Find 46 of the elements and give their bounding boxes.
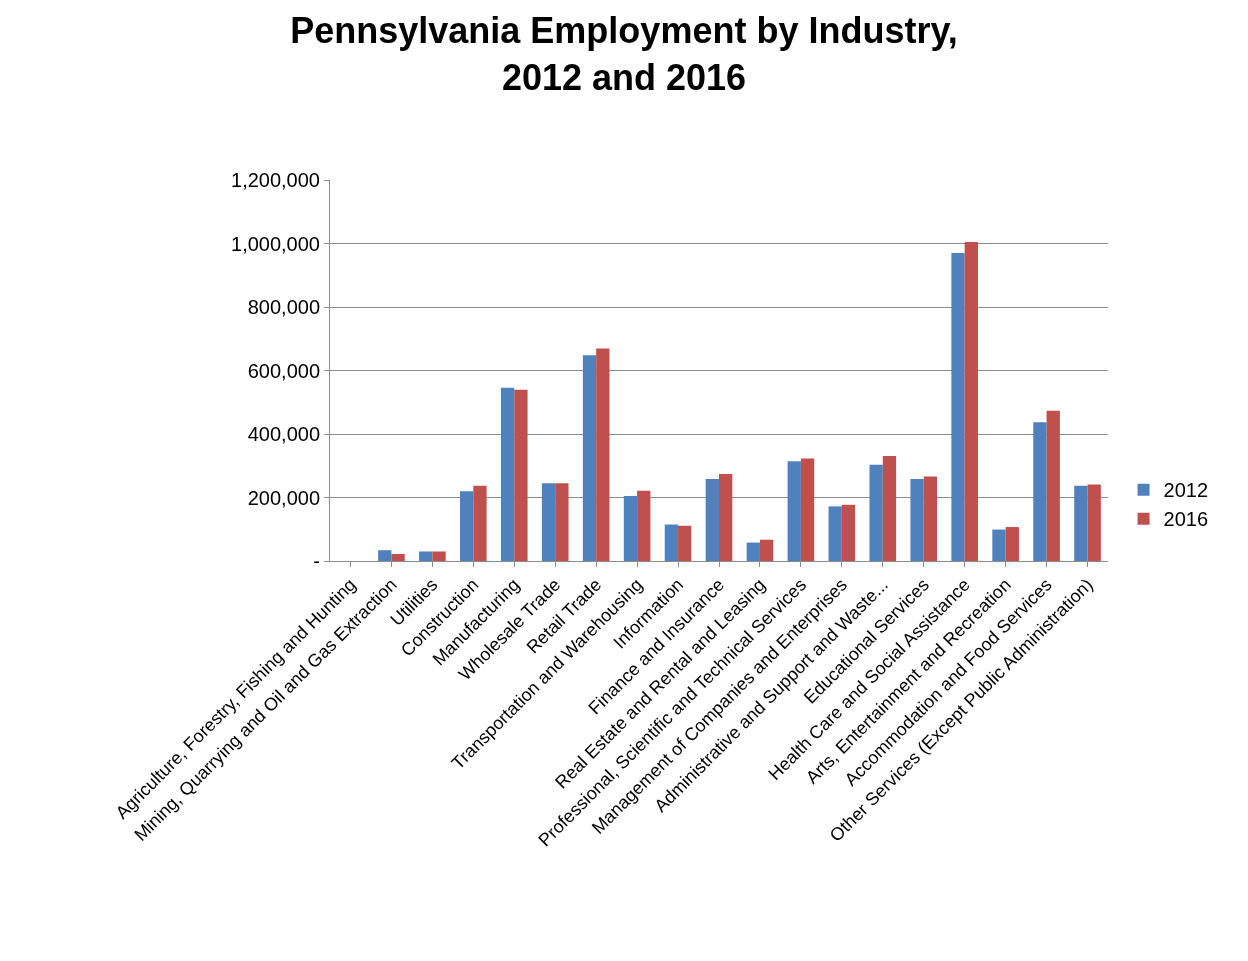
bar [759,539,774,561]
bar [432,551,446,561]
bar [1005,527,1019,561]
bar [746,542,760,561]
bar [582,355,597,561]
bar [678,525,692,561]
bar [596,348,610,561]
bar [964,241,978,561]
bar [664,524,679,561]
bar [719,474,733,561]
bar [419,551,433,561]
bar [623,495,638,561]
chart-title: Pennsylvania Employment by Industry, 2012 and 2016 [290,10,958,99]
bar [555,483,569,561]
bar [637,490,651,561]
bar [841,504,856,561]
y-tick-label: 200,000 [247,486,320,509]
legend-label: 2016 [1163,508,1209,531]
bar [1046,410,1060,561]
bar [800,458,815,561]
bar [882,455,897,561]
bar [787,461,801,561]
bar [460,491,474,561]
y-tick-label: 800,000 [247,296,320,318]
y-tick-label: - [313,550,320,572]
y-tick-label: 1,200,000 [231,169,320,191]
bar [910,479,924,561]
bar [500,387,515,561]
y-tick-label: 600,000 [247,359,320,382]
bar [378,550,392,561]
bar [869,464,883,561]
y-tick-label: 400,000 [247,423,320,445]
bar [473,485,487,561]
bar [828,506,842,561]
bar [541,483,556,561]
bar [992,529,1006,561]
bar [923,476,938,561]
bar [705,479,719,561]
legend-label: 2012 [1163,479,1209,502]
bar [951,253,965,561]
bar [1033,422,1047,561]
bar [1074,485,1088,561]
bar [514,389,528,561]
y-tick-label: 1,000,000 [231,232,320,255]
bar [391,554,405,561]
bar [1087,484,1101,561]
